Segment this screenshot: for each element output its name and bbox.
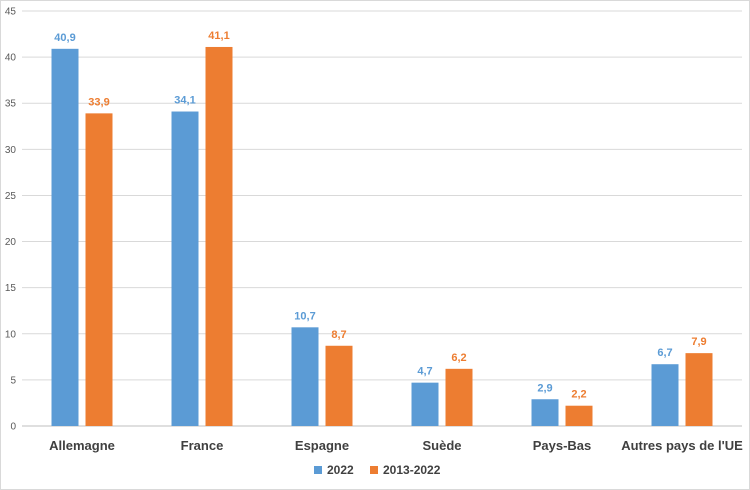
legend-swatch (370, 466, 378, 474)
category-label: France (181, 438, 224, 453)
y-tick-label: 0 (10, 422, 16, 433)
legend-label: 2013-2022 (383, 463, 441, 477)
bars (51, 46, 713, 427)
bar-2013-2022-Suède (445, 368, 473, 426)
legend-swatch (314, 466, 322, 474)
y-tick-label: 25 (5, 191, 17, 202)
data-label: 33,9 (88, 96, 109, 108)
data-label: 8,7 (331, 329, 346, 341)
category-label: Pays-Bas (533, 438, 592, 453)
bar-2013-2022-Espagne (325, 345, 353, 426)
data-label: 2,2 (571, 389, 586, 401)
bar-2013-2022-Allemagne (85, 113, 113, 426)
y-axis-ticks: 0 5 10 15 20 25 30 35 40 45 (5, 7, 17, 433)
category-label: Suède (422, 438, 461, 453)
data-label: 4,7 (417, 366, 432, 378)
y-tick-label: 35 (5, 99, 17, 110)
bar-2013-2022-Autres pays de l'UE (685, 353, 713, 426)
category-label: Autres pays de l'UE (621, 438, 743, 453)
gridlines (22, 10, 742, 427)
y-tick-label: 45 (5, 7, 17, 18)
data-label: 6,7 (657, 347, 672, 359)
bar-2013-2022-Pays-Bas (565, 405, 593, 426)
data-label: 6,2 (451, 352, 466, 364)
legend-label: 2022 (327, 463, 354, 477)
legend: 2022 2013-2022 (314, 463, 441, 477)
data-label: 7,9 (691, 336, 706, 348)
y-tick-label: 10 (5, 329, 17, 340)
y-tick-label: 20 (5, 237, 17, 248)
bar-2022-Autres pays de l'UE (651, 364, 679, 426)
bar-2022-Allemagne (51, 48, 79, 427)
category-label: Allemagne (49, 438, 115, 453)
bar-2022-Suède (411, 382, 439, 426)
y-tick-label: 40 (5, 53, 17, 64)
bar-2022-Pays-Bas (531, 399, 559, 426)
y-tick-label: 15 (5, 283, 17, 294)
data-label: 34,1 (174, 95, 195, 107)
bar-2022-France (171, 111, 199, 427)
data-label: 41,1 (208, 30, 229, 42)
bar-2013-2022-France (205, 46, 233, 426)
data-label: 2,9 (537, 382, 552, 394)
category-labels: Allemagne France Espagne Suède Pays-Bas Autre… (49, 438, 743, 453)
data-labels: 40,9 33,9 34,1 41,1 10,7 8,7 4,7 6,2 2,9 2,2 6,7 7,… (54, 30, 706, 401)
y-tick-label: 5 (10, 375, 16, 386)
data-label: 40,9 (54, 32, 75, 44)
bar-2022-Espagne (291, 327, 319, 426)
y-tick-label: 30 (5, 145, 17, 156)
category-label: Espagne (295, 438, 349, 453)
data-label: 10,7 (294, 310, 315, 322)
